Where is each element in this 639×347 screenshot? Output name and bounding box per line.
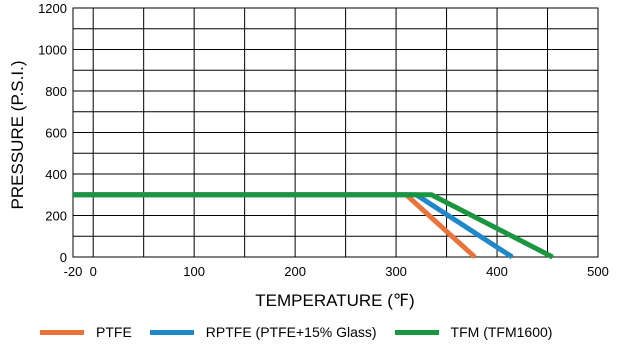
y-tick-label: 1200 xyxy=(38,1,67,16)
x-tick-label: 0 xyxy=(90,264,97,279)
y-tick-label: 400 xyxy=(45,167,67,182)
grid xyxy=(72,7,599,258)
x-tick-label: 500 xyxy=(587,264,609,279)
y-tick-label: 0 xyxy=(60,250,67,265)
legend-label-ptfe: PTFE xyxy=(96,324,132,340)
y-axis-title: PRESSURE (P.S.I.) xyxy=(8,61,27,210)
legend-swatch-ptfe xyxy=(40,329,84,335)
legend-item-ptfe: PTFE xyxy=(40,324,132,340)
x-tick-label: -20 xyxy=(64,264,83,279)
x-tick-label: 100 xyxy=(183,264,205,279)
x-axis-title: TEMPERATURE (℉) xyxy=(255,291,414,310)
legend-item-tfm: TFM (TFM1600) xyxy=(394,324,553,340)
legend: PTFE RPTFE (PTFE+15% Glass) TFM (TFM1600… xyxy=(40,320,639,344)
y-tick-label: 1000 xyxy=(38,43,67,58)
y-tick-label: 200 xyxy=(45,209,67,224)
legend-label-tfm: TFM (TFM1600) xyxy=(450,324,553,340)
x-tick-label: 400 xyxy=(486,264,508,279)
x-tick-label: 300 xyxy=(385,264,407,279)
x-tick-label: 200 xyxy=(284,264,306,279)
series-line-1 xyxy=(73,192,477,259)
legend-swatch-tfm xyxy=(394,329,439,335)
series-layer xyxy=(73,192,554,260)
legend-label-rptfe: RPTFE (PTFE+15% Glass) xyxy=(205,324,377,340)
legend-item-rptfe: RPTFE (PTFE+15% Glass) xyxy=(149,324,377,340)
legend-swatch-rptfe xyxy=(149,329,194,335)
y-tick-label: 800 xyxy=(45,84,67,99)
series-line-3 xyxy=(73,192,554,260)
chart-svg: -20 0 100 200 300 400 500020040060080010001200… xyxy=(8,1,609,310)
y-tick-label: 600 xyxy=(45,126,67,141)
